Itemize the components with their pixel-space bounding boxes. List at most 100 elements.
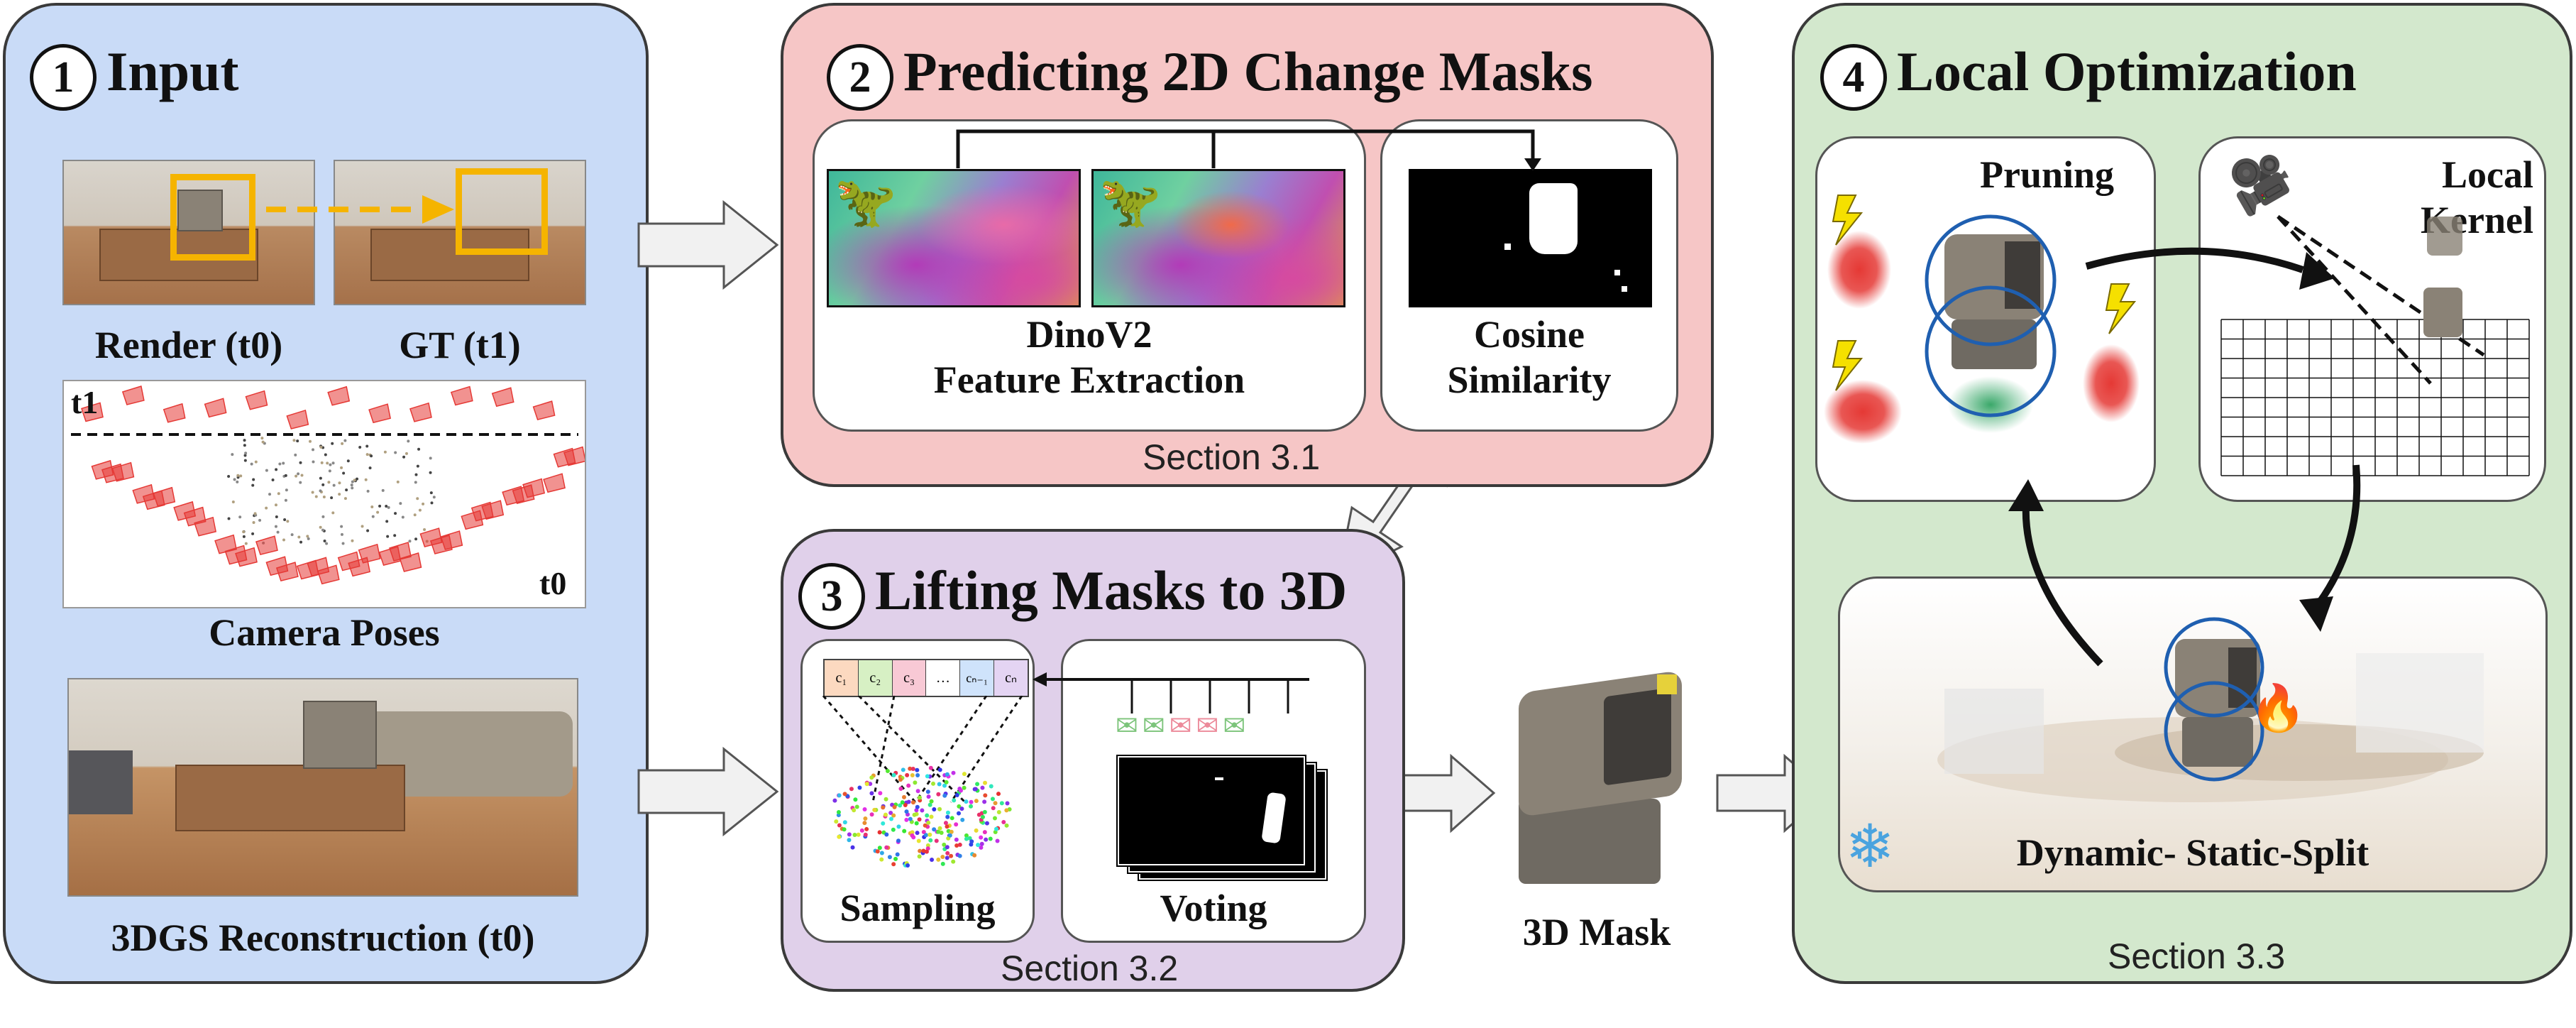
point-cloud-point <box>322 496 326 499</box>
point-cloud-point <box>429 456 432 460</box>
dino-icon: 🦖 <box>1099 173 1162 231</box>
sample-point <box>936 857 941 862</box>
input-title-text: Input <box>106 40 239 102</box>
sample-point <box>931 781 936 786</box>
reconstruction-image <box>67 678 578 897</box>
bed <box>69 750 133 814</box>
kernel-label-line1: Local <box>2442 153 2533 196</box>
point-cloud-point <box>416 497 419 501</box>
point-cloud-point <box>227 517 231 520</box>
sample-point <box>852 832 857 837</box>
sample-point <box>996 810 1001 815</box>
point-cloud-point <box>407 439 410 443</box>
desk <box>370 229 529 281</box>
mask-stack-front <box>1118 756 1305 865</box>
point-cloud-point <box>253 512 257 515</box>
camera-frustum <box>255 535 278 556</box>
sample-point <box>837 834 842 839</box>
dino-icon: 🦖 <box>835 173 897 231</box>
point-cloud-point <box>429 491 433 495</box>
sample-point <box>901 767 906 772</box>
sample-point <box>877 846 882 851</box>
sample-point <box>992 816 997 821</box>
point-cloud-point <box>394 512 397 515</box>
point-cloud-point <box>244 542 248 545</box>
sample-point <box>891 772 896 777</box>
sample-point <box>898 803 903 808</box>
sample-point <box>914 821 919 826</box>
sample-point <box>849 787 854 792</box>
sample-point <box>952 798 957 803</box>
camera-poses-plot <box>71 386 585 585</box>
sample-point <box>910 833 915 838</box>
point-cloud-point <box>386 535 390 538</box>
camera-frustum <box>275 562 299 582</box>
point-cloud-point <box>366 529 370 532</box>
sample-point <box>979 841 984 846</box>
sample-point <box>854 804 859 809</box>
sample-point <box>954 822 959 827</box>
point-cloud-point <box>321 528 324 532</box>
sampling-ray <box>822 696 917 803</box>
point-cloud-point <box>338 493 341 496</box>
step-number-4: 4 <box>1820 44 1887 111</box>
point-cloud-point <box>239 474 243 478</box>
point-cloud-point <box>243 439 246 442</box>
sample-point <box>984 837 989 842</box>
sample-point <box>906 863 910 868</box>
section-3-3: Section 3.3 <box>2108 936 2286 976</box>
ballot-icons: ✉✉✉✉✉ <box>1116 710 1328 745</box>
point-cloud-point <box>423 528 426 532</box>
camera-frustum <box>245 390 268 410</box>
predict-title: 2 Predicting 2D Change Masks <box>827 44 1592 111</box>
point-cloud-point <box>319 489 322 493</box>
sample-point <box>993 801 998 806</box>
sample-point <box>884 797 888 802</box>
sample-point <box>915 789 920 794</box>
sample-point <box>925 774 930 779</box>
sample-point <box>921 829 926 834</box>
sample-point <box>954 843 959 848</box>
point-cloud-point <box>275 515 278 518</box>
monitor-screen <box>1604 687 1671 786</box>
point-cloud-point <box>319 525 322 529</box>
sample-point <box>906 783 911 788</box>
point-cloud-point <box>414 537 418 541</box>
sample-point <box>879 857 884 862</box>
point-cloud-point <box>366 489 370 493</box>
sample-point <box>930 858 935 863</box>
ballot-reject-icon: ✉ <box>1196 710 1223 741</box>
point-cloud-point <box>233 478 236 481</box>
sample-point <box>945 824 950 829</box>
point-cloud-point <box>331 461 335 465</box>
sample-point <box>898 777 903 782</box>
sample-point <box>928 802 932 807</box>
gt-t1-image <box>334 160 586 305</box>
sample-point <box>937 806 942 811</box>
point-cloud-point <box>227 474 231 478</box>
cosine-similarity-label: Cosine Similarity <box>1380 312 1678 403</box>
point-cloud-point <box>338 481 341 485</box>
point-cloud-point <box>351 480 354 483</box>
predict-title-text: Predicting 2D Change Masks <box>903 40 1593 102</box>
point-cloud-point <box>416 464 419 468</box>
sample-point <box>957 842 962 847</box>
point-cloud-point <box>319 476 322 480</box>
point-cloud-point <box>275 468 278 471</box>
sample-point <box>852 808 857 813</box>
point-cloud-point <box>312 448 315 452</box>
point-cloud-point <box>430 501 434 505</box>
reconstruction-label: 3DGS Reconstruction (t0) <box>111 917 535 959</box>
sample-point <box>949 853 954 858</box>
sample-point <box>884 845 889 850</box>
section-3-2: Section 3.2 <box>1001 948 1179 988</box>
sample-point <box>888 816 893 821</box>
point-cloud-point <box>408 540 412 543</box>
section-3-1: Section 3.1 <box>1143 437 1321 477</box>
point-cloud-point <box>251 483 255 487</box>
point-cloud-point <box>343 497 347 501</box>
sample-point <box>883 812 888 817</box>
cell: c₁ <box>825 660 859 696</box>
sample-point <box>947 833 952 838</box>
sample-point <box>964 799 969 804</box>
